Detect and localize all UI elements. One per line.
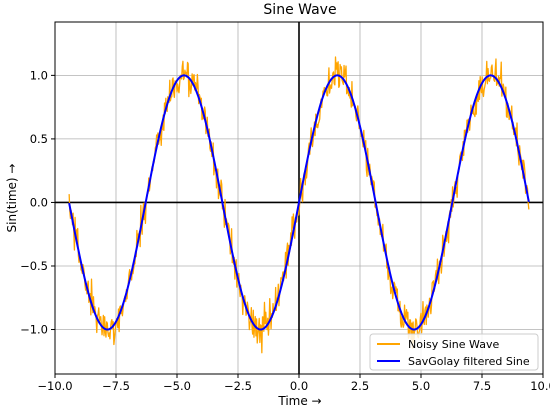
x-tick-label: −2.5 — [224, 379, 252, 393]
legend: Noisy Sine Wave SavGolay filtered Sine — [369, 333, 539, 371]
x-tick-label: −10.0 — [37, 379, 72, 393]
ticks: −10.0 −7.5 −5.0 −2.5 0.0 2.5 5.0 7.5 10.0 −1.0 −0.… — [20, 68, 550, 393]
chart-title: Sine Wave — [263, 2, 336, 18]
legend-label-filtered: SavGolay filtered Sine — [408, 355, 530, 368]
x-tick-label: 2.5 — [351, 379, 369, 393]
x-tick-label: 7.5 — [473, 379, 491, 393]
y-axis-label: Sin(time) → — [5, 164, 19, 233]
x-tick-label: 10.0 — [530, 379, 550, 393]
x-tick-label: −5.0 — [163, 379, 191, 393]
legend-box — [369, 333, 539, 371]
series-line-filtered — [68, 74, 530, 331]
y-tick-label: 0.5 — [30, 132, 48, 146]
x-tick-label: 5.0 — [412, 379, 430, 393]
y-tick-label: 0.0 — [30, 195, 48, 209]
x-axis-label: Time → — [277, 394, 321, 408]
legend-label-noisy: Noisy Sine Wave — [408, 338, 499, 351]
x-tick-label: −7.5 — [102, 379, 130, 393]
y-tick-label: −1.0 — [20, 323, 48, 337]
series — [68, 56, 530, 354]
y-tick-label: −0.5 — [20, 259, 48, 273]
x-tick-label: 0.0 — [290, 379, 308, 393]
y-tick-label: 1.0 — [30, 68, 48, 82]
